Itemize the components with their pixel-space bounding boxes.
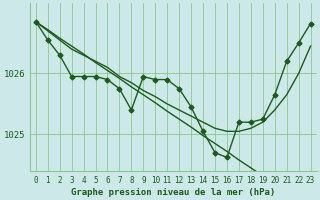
- X-axis label: Graphe pression niveau de la mer (hPa): Graphe pression niveau de la mer (hPa): [71, 188, 275, 197]
